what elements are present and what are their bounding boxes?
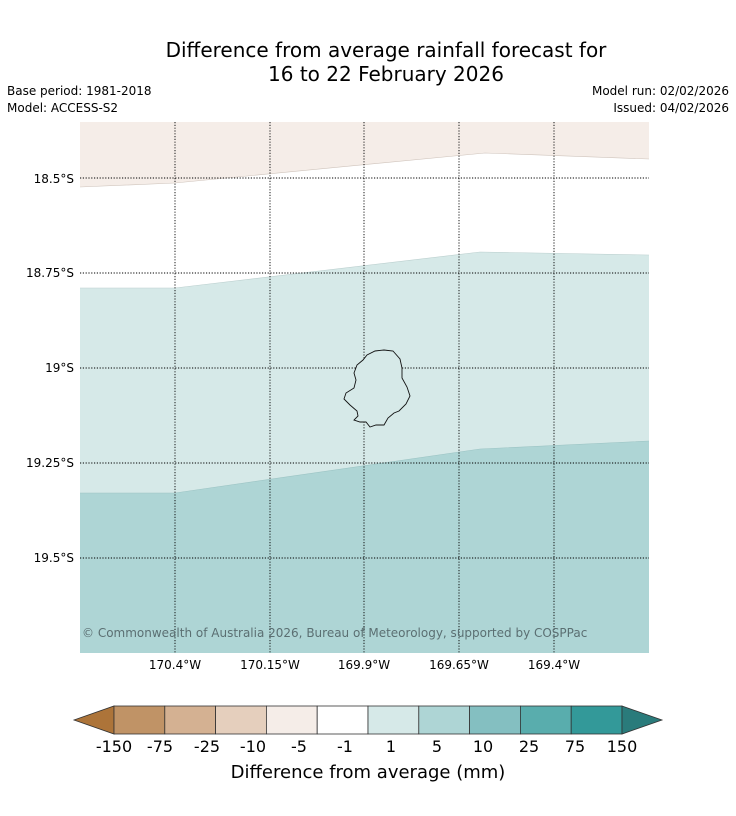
info-right: Model run: 02/02/2026 Issued: 04/02/2026: [592, 83, 729, 117]
colorbar-tick: 5: [431, 737, 443, 756]
title-line-1: Difference from average rainfall forecas…: [165, 38, 607, 62]
colorbar-tick: -150: [95, 737, 133, 756]
lat-label: 19.5°S: [33, 551, 74, 565]
graticule: [80, 122, 649, 653]
info-left: Base period: 1981-2018 Model: ACCESS-S2: [7, 83, 152, 117]
colorbar-tick: -25: [193, 737, 221, 756]
colorbar-segment: [265, 705, 318, 735]
colorbar-segment: [418, 705, 470, 735]
colorbar-segment: [113, 705, 166, 735]
lon-label: 169.4°W: [527, 658, 581, 672]
forecast-map: [80, 122, 649, 653]
colorbar-tick: 150: [606, 737, 638, 756]
contour-line: [80, 152, 649, 188]
title-line-2: 16 to 22 February 2026: [268, 62, 504, 86]
base-period-text: Base period: 1981-2018: [7, 84, 152, 98]
colorbar-segment: [215, 705, 267, 735]
lat-label: 18.5°S: [33, 172, 74, 186]
colorbar-segment: [469, 705, 521, 735]
colorbar-tick: -1: [337, 737, 353, 756]
lat-label: 19.25°S: [26, 456, 74, 470]
map-title: Difference from average rainfall forecas…: [0, 38, 736, 86]
colorbar-segment: [164, 705, 217, 735]
issued-text: Issued: 04/02/2026: [613, 101, 729, 115]
colorbar-tick: 75: [564, 737, 586, 756]
lat-label: 19°S: [45, 361, 74, 375]
contour-line: [80, 251, 649, 289]
colorbar-tick: 10: [472, 737, 494, 756]
colorbar-graphic: [72, 705, 664, 735]
colorbar-tick: -5: [291, 737, 307, 756]
map-canvas: [80, 122, 649, 653]
lat-label: 18.75°S: [26, 266, 74, 280]
copyright-notice: © Commonwealth of Australia 2026, Bureau…: [82, 626, 588, 640]
colorbar-label: Difference from average (mm): [230, 762, 506, 783]
lon-label: 169.65°W: [429, 658, 489, 672]
lon-label: 170.4°W: [148, 658, 202, 672]
colorbar-tick: -10: [239, 737, 267, 756]
colorbar-tick: 1: [385, 737, 397, 756]
lon-label: 169.9°W: [337, 658, 391, 672]
colorbar-extend-low: [72, 705, 115, 735]
model-text: Model: ACCESS-S2: [7, 101, 119, 115]
colorbar-segment: [316, 705, 369, 735]
island-outline: [343, 349, 411, 428]
colorbar-tick: -75: [146, 737, 174, 756]
colorbar-segment: [570, 705, 623, 735]
colorbar: [0, 700, 736, 744]
model-run-text: Model run: 02/02/2026: [591, 84, 729, 98]
contour-line: [80, 440, 649, 494]
colorbar-tick: 25: [518, 737, 540, 756]
band-minus5-to-minus1: [80, 122, 649, 187]
colorbar-segment: [367, 705, 420, 735]
colorbar-segment: [520, 705, 572, 735]
colorbar-extend-high: [621, 705, 664, 735]
lon-label: 170.15°W: [240, 658, 300, 672]
